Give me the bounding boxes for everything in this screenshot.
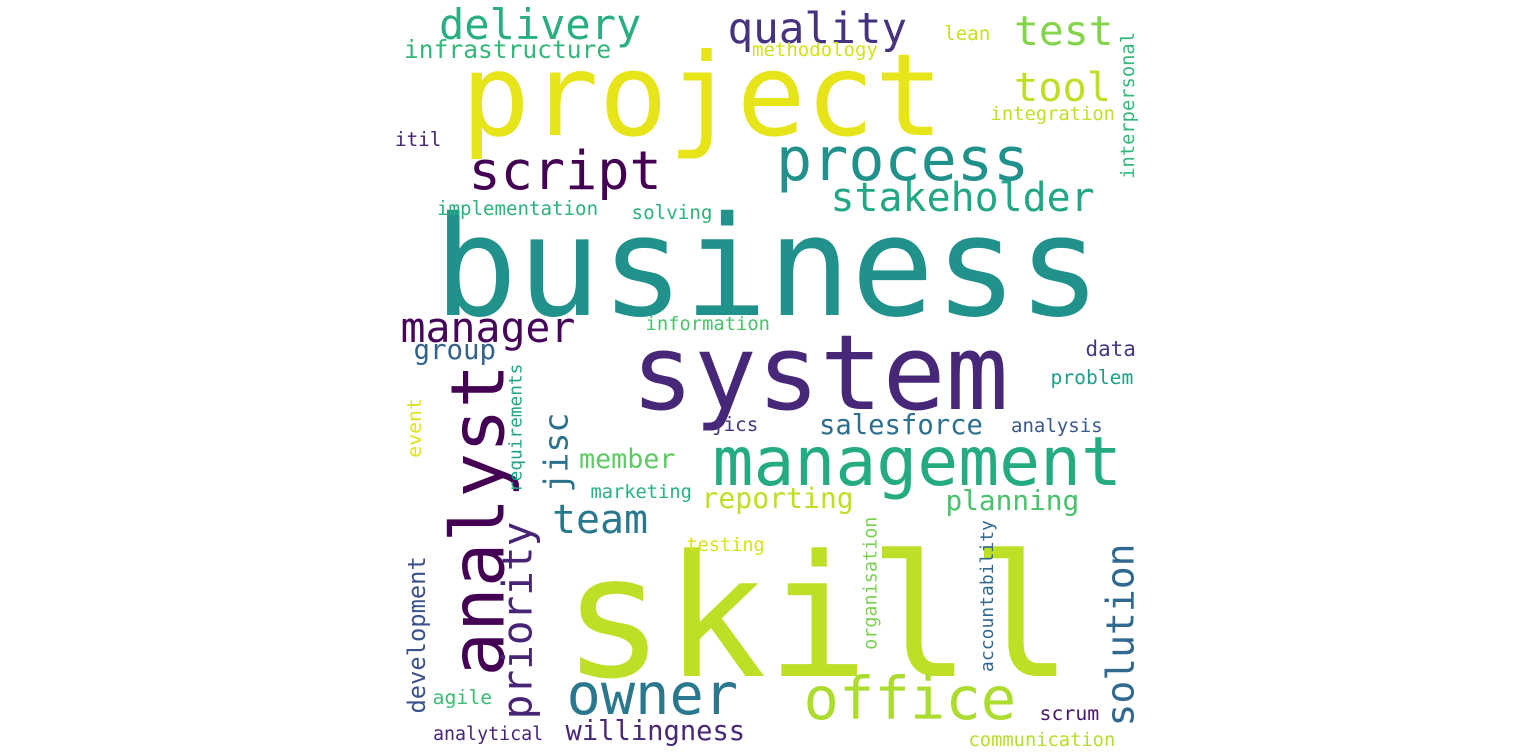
word-priority: priority	[492, 521, 541, 720]
word-business: business	[434, 186, 1102, 348]
word-integration: integration	[990, 103, 1115, 125]
word-analytical: analytical	[433, 724, 544, 745]
word-organisation: organisation	[859, 516, 881, 650]
word-problem: problem	[1050, 366, 1134, 389]
word-member: member	[579, 443, 676, 475]
word-interpersonal: interpersonal	[1117, 31, 1139, 179]
word-quality: quality	[727, 3, 908, 54]
word-accountability: accountability	[976, 519, 998, 672]
word-testing: testing	[686, 534, 765, 556]
word-event: event	[402, 397, 426, 458]
word-itil: itil	[395, 127, 442, 151]
word-lean: lean	[944, 21, 991, 45]
word-tool: tool	[1014, 64, 1111, 111]
word-scrum: scrum	[1039, 702, 1100, 725]
word-solving: solving	[631, 200, 713, 224]
word-project: project	[461, 30, 944, 163]
word-owner: owner	[566, 661, 739, 728]
word-reporting: reporting	[701, 482, 854, 515]
word-information: information	[645, 313, 770, 335]
word-methodology: methodology	[752, 38, 878, 61]
word-stakeholder: stakeholder	[830, 175, 1095, 221]
word-requirements: requirements	[504, 363, 526, 493]
word-skill: skill	[562, 518, 1073, 716]
word-jics: jics	[712, 412, 759, 436]
word-salesforce: salesforce	[819, 410, 983, 441]
word-system: system	[631, 311, 1009, 434]
word-data: data	[1085, 336, 1136, 361]
word-group: group	[413, 334, 497, 366]
word-test: test	[1014, 6, 1114, 55]
word-office: office	[803, 663, 1017, 733]
word-delivery: delivery	[439, 0, 642, 49]
word-development: development	[402, 556, 431, 714]
word-willingness: willingness	[565, 715, 746, 747]
word-manager: manager	[400, 302, 576, 352]
word-infrastructure: infrastructure	[404, 34, 612, 64]
word-script: script	[468, 139, 662, 202]
word-implementation: implementation	[437, 196, 599, 220]
word-solution: solution	[1098, 542, 1143, 727]
word-process: process	[776, 124, 1030, 195]
word-communication: communication	[968, 729, 1116, 751]
word-jisc: jisc	[535, 412, 575, 493]
word-marketing: marketing	[590, 481, 692, 503]
word-team: team	[552, 497, 649, 543]
word-analysis: analysis	[1011, 414, 1103, 437]
word-management: management	[712, 422, 1123, 502]
word-agile: agile	[432, 686, 493, 709]
word-planning: planning	[945, 484, 1080, 517]
